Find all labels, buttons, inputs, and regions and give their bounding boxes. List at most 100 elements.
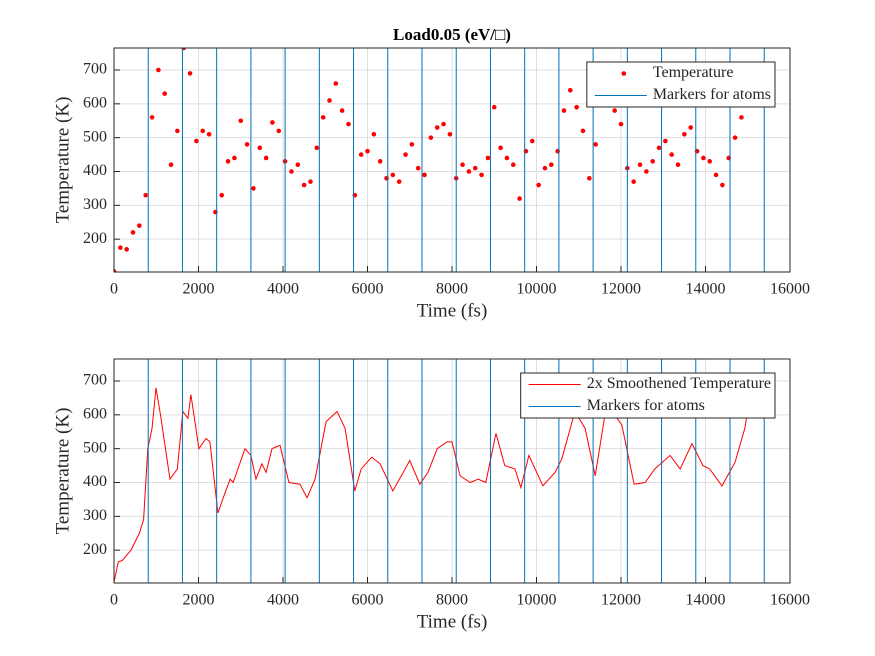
point: [149, 115, 155, 120]
x-tick-label: 8000: [436, 592, 468, 609]
point: [498, 145, 503, 151]
point: [472, 165, 478, 171]
point: [682, 131, 687, 137]
point: [244, 142, 250, 147]
x-tick-label: 8000: [436, 281, 468, 298]
y-axis-label: Temperature (K): [52, 97, 73, 224]
y-tick-label: 500: [83, 439, 107, 456]
point: [637, 162, 643, 168]
point: [156, 67, 161, 73]
y-tick-label: 500: [83, 128, 107, 145]
legend: 2x Smoothened Temperature Markers for ato…: [520, 372, 776, 419]
point: [346, 121, 351, 127]
point: [187, 71, 193, 76]
y-tick-label: 600: [83, 406, 107, 423]
point: [542, 165, 548, 171]
point: [441, 121, 446, 127]
point: [308, 179, 313, 184]
point: [396, 179, 402, 184]
point: [137, 223, 142, 228]
legend-label: 2x Smoothened Temperature: [587, 375, 771, 392]
point: [517, 196, 522, 201]
point: [587, 175, 592, 181]
point: [460, 162, 465, 168]
point: [656, 145, 662, 151]
point: [232, 155, 237, 161]
point: [713, 172, 719, 178]
point: [720, 182, 725, 188]
point: [327, 98, 332, 103]
y-tick-label: 200: [83, 541, 107, 558]
point: [739, 115, 744, 120]
point: [479, 172, 484, 178]
point: [130, 230, 136, 235]
point: [320, 115, 326, 120]
axes: 0 2000 4000 6000 8000 10000 12000 14000 16000 200…: [52, 25, 810, 321]
point: [529, 138, 535, 144]
point: [491, 104, 497, 110]
point: [168, 162, 174, 168]
point: [403, 152, 408, 157]
legend: Temperature Markers for atoms: [586, 61, 776, 108]
x-tick-label: 12000: [601, 592, 641, 609]
point: [143, 192, 148, 198]
x-tick-label: 4000: [267, 592, 299, 609]
point: [276, 128, 282, 134]
y-tick-label: 400: [83, 473, 107, 490]
point: [257, 145, 263, 151]
point: [415, 165, 421, 171]
x-tick-label: 10000: [517, 592, 557, 609]
x-tick-label: 16000: [770, 281, 810, 298]
x-tick-label: 16000: [770, 592, 810, 609]
y-tick-label: 200: [83, 230, 107, 247]
point: [118, 245, 123, 250]
point: [504, 155, 510, 161]
point: [618, 121, 624, 127]
y-axis-label: Temperature (K): [52, 408, 73, 535]
point: [663, 138, 668, 144]
axes-box: [113, 47, 791, 273]
y-tick-label: 700: [83, 61, 107, 78]
point: [225, 159, 231, 164]
y-tick-label: 300: [83, 196, 107, 213]
x-tick-label: 2000: [183, 281, 215, 298]
point: [510, 162, 516, 168]
point: [289, 169, 294, 174]
x-tick-label: 12000: [601, 281, 641, 298]
point: [263, 155, 269, 161]
point: [114, 269, 117, 272]
point: [434, 125, 440, 130]
point: [200, 128, 206, 134]
x-tick-label: 0: [110, 281, 118, 298]
x-tick-label: 10000: [517, 281, 557, 298]
point: [466, 169, 472, 174]
point: [175, 128, 180, 134]
x-tick-label: 2000: [183, 592, 215, 609]
point: [548, 162, 554, 168]
point: [377, 159, 383, 164]
legend-symbol: [621, 71, 627, 76]
y-tick-label: 600: [83, 95, 107, 112]
point: [447, 131, 453, 137]
point: [574, 104, 579, 110]
x-tick-label: 14000: [686, 281, 726, 298]
x-tick-label: 6000: [352, 592, 384, 609]
point: [301, 182, 307, 188]
legend-label: Markers for atoms: [587, 397, 705, 414]
point: [580, 128, 586, 134]
x-tick-label: 6000: [352, 281, 384, 298]
point: [536, 182, 541, 188]
point: [631, 179, 636, 184]
point: [409, 142, 415, 147]
legend-box: [520, 372, 776, 419]
point: [371, 131, 377, 137]
point: [358, 152, 364, 157]
point: [701, 155, 706, 161]
x-tick-label: 14000: [686, 592, 726, 609]
point: [688, 125, 694, 130]
axes: 0 2000 4000 6000 8000 10000 12000 14000 16000 200…: [52, 358, 810, 632]
point: [124, 247, 129, 252]
x-tick-label: 4000: [267, 281, 299, 298]
